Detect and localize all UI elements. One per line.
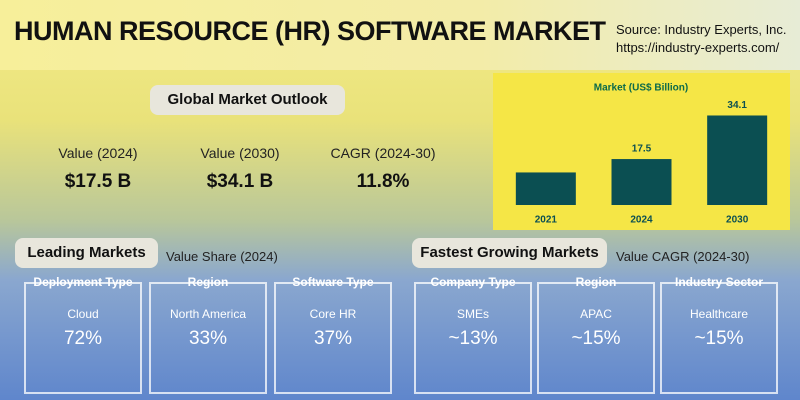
- card-name: Healthcare: [689, 307, 749, 321]
- metric-card: Region North America 33%: [149, 275, 267, 394]
- card-heading: Company Type: [430, 275, 516, 289]
- metric-card: Software Type Core HR 37%: [274, 275, 392, 394]
- title: HUMAN RESOURCE (HR) SOFTWARE MARKET: [14, 16, 606, 46]
- metric-card: Industry Sector Healthcare ~15%: [660, 275, 778, 394]
- source-url: https://industry-experts.com/: [616, 40, 780, 55]
- card-value: ~13%: [448, 328, 498, 349]
- card-value: 33%: [188, 328, 228, 349]
- bar: [611, 159, 672, 205]
- outlook-label: CAGR (2024-30): [330, 145, 436, 161]
- card-name: Cloud: [67, 307, 99, 321]
- card-value: 72%: [63, 328, 103, 349]
- card-heading: Software Type: [292, 275, 374, 289]
- metric-card: Deployment Type Cloud 72%: [24, 275, 142, 394]
- title-band: [0, 0, 800, 70]
- outlook-value: $34.1 B: [206, 171, 274, 192]
- outlook-title: Global Market Outlook: [150, 85, 345, 115]
- bar: [707, 115, 768, 205]
- card-heading: Region: [187, 275, 229, 289]
- x-tick-label: 2024: [630, 215, 653, 226]
- outlook-value: $17.5 B: [64, 171, 132, 192]
- section-title: Leading Markets: [15, 238, 158, 268]
- value-label: 34.1: [727, 100, 747, 111]
- bar: [515, 172, 576, 205]
- section-subtitle: Value CAGR (2024-30): [616, 249, 750, 264]
- chart-title: Market (US$ Billion): [594, 83, 688, 94]
- value-label: 17.5: [632, 144, 652, 155]
- card-name: North America: [169, 307, 247, 321]
- x-tick-label: 2030: [726, 215, 749, 226]
- outlook-label: Value (2024): [58, 145, 138, 161]
- metric-card: Company Type SMEs ~13%: [414, 275, 532, 394]
- card-value: 37%: [313, 328, 353, 349]
- card-value: ~15%: [694, 328, 744, 349]
- x-tick-label: 2021: [535, 215, 558, 226]
- bar-chart: Market (US$ Billion) 2021 2024 17.5 2030 34.…: [493, 73, 790, 230]
- card-value: ~15%: [571, 328, 621, 349]
- section-title: Fastest Growing Markets: [412, 238, 607, 268]
- card-heading: Region: [575, 275, 617, 289]
- card-name: Core HR: [309, 307, 357, 321]
- source: Source: Industry Experts, Inc.: [616, 22, 787, 37]
- card-heading: Industry Sector: [674, 275, 764, 289]
- section-subtitle: Value Share (2024): [166, 249, 278, 264]
- outlook-value: 11.8%: [356, 171, 410, 192]
- metric-card: Region APAC ~15%: [537, 275, 655, 394]
- outlook-label: Value (2030): [200, 145, 280, 161]
- card-name: SMEs: [456, 307, 489, 321]
- card-heading: Deployment Type: [33, 275, 133, 289]
- card-name: APAC: [580, 307, 612, 321]
